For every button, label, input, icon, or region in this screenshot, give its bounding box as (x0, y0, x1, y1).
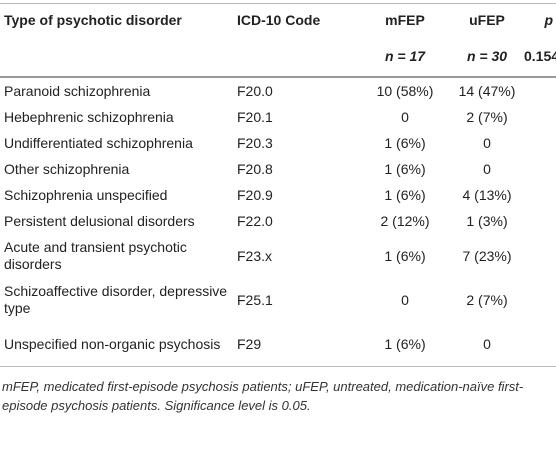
table-cell: Other schizophrenia (4, 160, 130, 177)
table-cell: 0 (401, 108, 409, 125)
table-cell: 2 (7%) (466, 291, 508, 308)
table-cell: F20.0 (237, 82, 273, 99)
table-cell: F25.1 (237, 291, 273, 308)
table-cell: 4 (13%) (462, 186, 512, 203)
table-cell: Schizophrenia unspecified (4, 186, 168, 203)
table-row: Paranoid schizophrenia F20.0 10 (58%) 14 (4… (0, 77, 556, 104)
table-cell: 1 (6%) (384, 186, 426, 203)
table-cell: 0 (483, 160, 491, 177)
table-cell: 0 (483, 134, 491, 151)
table-cell: 1 (6%) (384, 134, 426, 151)
subheader-cell: n = 17 (360, 36, 450, 78)
table-cell: F20.9 (237, 186, 273, 203)
table-cell: F22.0 (237, 212, 273, 229)
page: Type of psychotic disorder ICD-10 Code m… (0, 3, 556, 450)
footnote: mFEP, medicated first-episode psychosis … (2, 379, 524, 413)
subheader-cell: 0.154 (524, 36, 556, 78)
table-cell: Hebephrenic schizophrenia (4, 108, 174, 125)
table-row: Acute and transient psychotic disorders F… (0, 234, 556, 278)
subheader-row: n = 17 n = 30 0.154 (0, 36, 556, 78)
header-cell: mFEP (360, 3, 450, 36)
table-cell: 7 (23%) (462, 247, 512, 264)
header-cell: ICD-10 Code (233, 3, 360, 36)
table-cell: F20.1 (237, 108, 273, 125)
table-cell: 0 (401, 291, 409, 308)
header-row: Type of psychotic disorder ICD-10 Code m… (0, 3, 556, 36)
table-cell: 14 (47%) (458, 82, 516, 99)
table-cell: 1 (6%) (360, 322, 450, 367)
table-cell: Acute and transient psychotic disorders (4, 239, 187, 272)
subheader-cell: n = 30 (450, 36, 524, 78)
table-cell: 10 (58%) (376, 82, 434, 99)
table-row: Persistent delusional disorders F22.0 2 (1… (0, 208, 556, 234)
table-cell: 2 (12%) (380, 212, 430, 229)
table-cell: Paranoid schizophrenia (4, 82, 151, 99)
table-cell: 0 (450, 322, 524, 367)
table-body: Paranoid schizophrenia F20.0 10 (58%) 14 (4… (0, 77, 556, 367)
table-cell: 1 (6%) (384, 247, 426, 264)
table-cell: 1 (3%) (466, 212, 508, 229)
table-cell: 1 (6%) (384, 160, 426, 177)
table-cell: F29 (233, 322, 360, 367)
table-row: Other schizophrenia F20.8 1 (6%) 0 (0, 156, 556, 182)
table-cell: F20.8 (237, 160, 273, 177)
table-row: Unspecified non-organic psychosis F29 1 (6… (0, 322, 556, 367)
table-row: Schizophrenia unspecified F20.9 1 (6%) 4 (1… (0, 182, 556, 208)
header-cell: p (524, 3, 556, 36)
table-cell: F23.x (237, 247, 273, 264)
table-cell: Unspecified non-organic psychosis (0, 322, 233, 367)
header-cell: uFEP (450, 3, 524, 36)
table-cell: Schizoaffective disorder, depressive typ… (4, 283, 228, 316)
table-cell: Persistent delusional disorders (4, 212, 195, 229)
table-row: Schizoaffective disorder, depressive typ… (0, 278, 556, 322)
table-row: Undifferentiated schizophrenia F20.3 1 (6%… (0, 130, 556, 156)
table-cell: Undifferentiated schizophrenia (4, 134, 193, 151)
data-table: Type of psychotic disorder ICD-10 Code m… (0, 3, 556, 367)
table-row: Hebephrenic schizophrenia F20.1 0 2 (7%) (0, 104, 556, 130)
table-cell: 2 (7%) (466, 108, 508, 125)
table-cell: F20.3 (237, 134, 273, 151)
header-cell: Type of psychotic disorder (0, 3, 233, 36)
